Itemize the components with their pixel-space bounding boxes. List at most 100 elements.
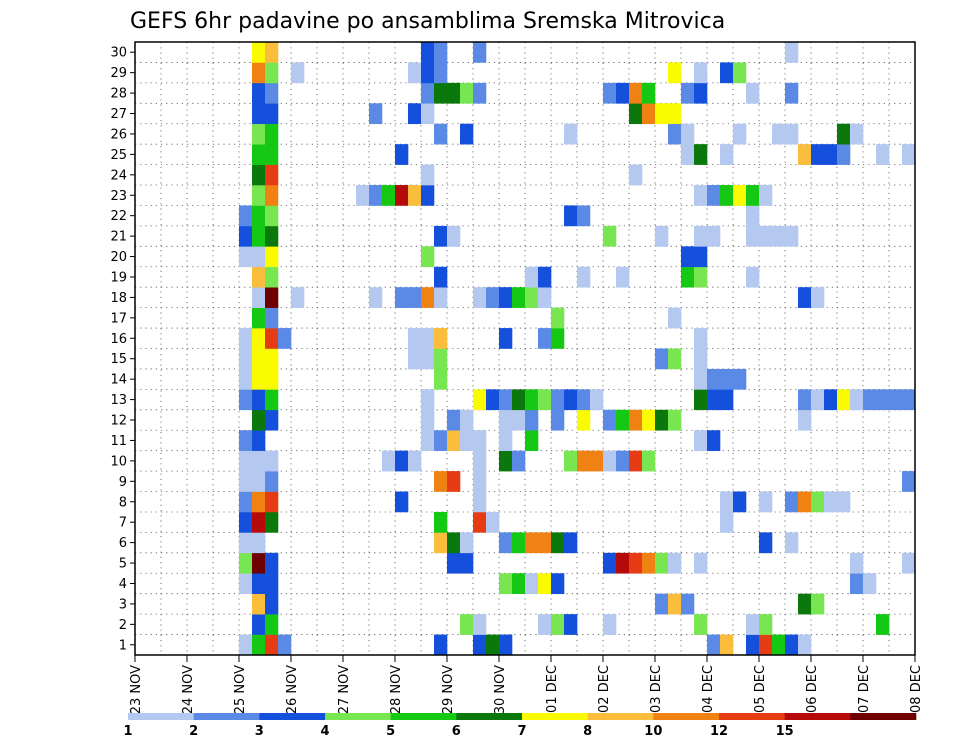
heatmap-cell xyxy=(902,389,916,411)
heatmap-cell xyxy=(265,62,279,84)
heatmap-cell xyxy=(720,491,734,513)
heatmap-cell xyxy=(421,348,435,370)
heatmap-cell xyxy=(629,450,643,472)
heatmap-cell xyxy=(694,225,708,247)
heatmap-cell xyxy=(395,144,409,165)
heatmap-cell xyxy=(733,123,747,145)
heatmap-cell xyxy=(746,205,760,227)
heatmap-cell xyxy=(876,389,890,411)
heatmap-cell xyxy=(785,634,799,656)
heatmap-cell xyxy=(473,634,487,656)
heatmap-cell xyxy=(460,614,474,635)
heatmap-cell xyxy=(239,430,253,451)
heatmap-cell xyxy=(395,185,409,206)
heatmap-cell xyxy=(265,491,279,513)
legend-label: 15 xyxy=(776,724,794,739)
heatmap-cell xyxy=(473,614,487,635)
heatmap-cell xyxy=(707,389,721,411)
heatmap-cell xyxy=(473,471,487,492)
heatmap-cell xyxy=(265,573,279,594)
heatmap-cell xyxy=(759,614,773,635)
heatmap-cell xyxy=(538,573,552,594)
heatmap-cell xyxy=(239,348,253,370)
heatmap-cell xyxy=(408,348,422,370)
heatmap-cell xyxy=(252,368,266,390)
heatmap-cell xyxy=(525,266,539,288)
heatmap-cell xyxy=(421,103,435,125)
heatmap-cell xyxy=(694,389,708,411)
heatmap-cell xyxy=(512,532,526,554)
heatmap-cell xyxy=(460,82,474,104)
heatmap-cell xyxy=(252,62,266,84)
heatmap-cell xyxy=(252,225,266,247)
heatmap-cell xyxy=(525,287,539,308)
heatmap-cell xyxy=(239,450,253,472)
y-tick-label: 15 xyxy=(110,352,127,367)
legend-label: 3 xyxy=(255,724,264,739)
heatmap-cell xyxy=(824,144,838,165)
heatmap-cell xyxy=(707,430,721,451)
heatmap-cell xyxy=(551,573,565,594)
heatmap-cell xyxy=(421,82,435,104)
heatmap-cell xyxy=(694,266,708,288)
x-tick-label: 02 DEC xyxy=(597,665,612,713)
y-tick-label: 27 xyxy=(110,107,127,122)
heatmap-cell xyxy=(239,634,253,656)
x-axis-ticks: 23 NOV 24 NOV 25 NOV 26 NOV 27 NOV 28 NOV 29 N… xyxy=(129,655,924,714)
x-tick-label: 05 DEC xyxy=(753,665,768,713)
heatmap-cell xyxy=(434,266,448,288)
heatmap-cell xyxy=(499,573,513,594)
legend-swatch xyxy=(193,713,260,720)
heatmap-cell xyxy=(720,511,734,533)
heatmap-cell xyxy=(746,185,760,206)
legend-swatch xyxy=(325,713,391,720)
heatmap-cell xyxy=(408,287,422,308)
heatmap-cell xyxy=(681,246,695,268)
heatmap-cell xyxy=(551,389,565,411)
heatmap-cell xyxy=(551,409,565,431)
heatmap-cell xyxy=(811,593,825,615)
heatmap-cell xyxy=(252,552,266,574)
y-tick-label: 21 xyxy=(110,230,127,245)
heatmap-cell xyxy=(239,225,253,247)
heatmap-cell xyxy=(798,593,812,615)
heatmap-cell xyxy=(460,409,474,431)
y-tick-label: 26 xyxy=(110,127,127,142)
x-tick-label: 08 DEC xyxy=(909,665,924,713)
y-tick-label: 8 xyxy=(119,495,127,510)
heatmap-cell xyxy=(265,164,279,186)
heatmap-cell xyxy=(564,532,578,554)
heatmap-cell xyxy=(460,430,474,451)
heatmap-cell xyxy=(551,328,565,349)
heatmap-cell xyxy=(460,123,474,145)
heatmap-cell xyxy=(681,144,695,165)
heatmap-cell xyxy=(252,82,266,104)
heatmap-cell xyxy=(265,614,279,635)
heatmap-cell xyxy=(694,144,708,165)
heatmap-cell xyxy=(681,123,695,145)
heatmap-cell xyxy=(668,103,682,125)
heatmap-cell xyxy=(265,471,279,492)
heatmap-cell xyxy=(798,287,812,308)
heatmap-cell xyxy=(837,144,851,165)
heatmap-cell xyxy=(642,82,656,104)
heatmap-cell xyxy=(564,389,578,411)
y-tick-label: 29 xyxy=(110,66,127,81)
heatmap-cell xyxy=(512,409,526,431)
heatmap-cell xyxy=(577,409,591,431)
y-tick-label: 23 xyxy=(110,189,127,204)
legend-label: 5 xyxy=(386,724,395,739)
legend-swatch xyxy=(456,713,523,720)
y-tick-label: 1 xyxy=(119,638,127,653)
heatmap-cell xyxy=(759,491,773,513)
y-axis-ticks: 1234567891011121314151617181920212223242… xyxy=(110,46,135,653)
legend-swatch xyxy=(522,713,588,720)
y-tick-label: 5 xyxy=(119,557,127,572)
y-tick-label: 2 xyxy=(119,618,127,633)
heatmap-cell xyxy=(798,491,812,513)
heatmap-cells xyxy=(239,42,916,656)
y-tick-label: 11 xyxy=(110,434,127,449)
heatmap-cell xyxy=(252,144,266,165)
heatmap-cell xyxy=(278,328,292,349)
heatmap-cell xyxy=(252,266,266,288)
